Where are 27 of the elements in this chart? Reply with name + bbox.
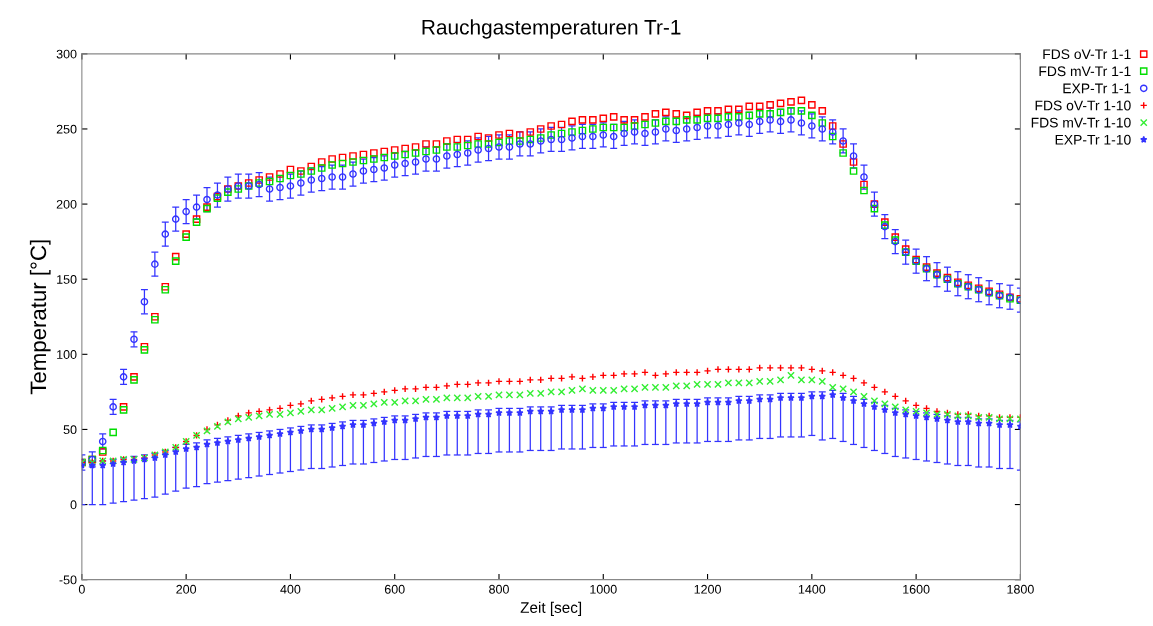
legend-label: FDS oV-Tr 1-10 (1035, 100, 1131, 111)
y-tick-label: 0 (70, 500, 77, 510)
y-tick-label: 100 (57, 350, 77, 359)
x-tick-label: 800 (489, 584, 509, 594)
x-tick-label: 1000 (590, 584, 617, 594)
x-tick-label: 600 (384, 584, 405, 594)
y-tick-label: 50 (63, 425, 77, 435)
legend-label: FDS mV-Tr 1-1 (1039, 66, 1131, 77)
legend-label: EXP-Tr 1-1 (1063, 83, 1131, 94)
y-axis-title: Temperatur [°C] (29, 240, 51, 395)
x-tick-label: 1200 (694, 584, 721, 594)
y-tick-label: 150 (57, 275, 77, 284)
legend-label: FDS oV-Tr 1-1 (1043, 49, 1131, 60)
y-tick-label: 300 (56, 49, 77, 59)
x-tick-label: 0 (78, 584, 85, 594)
chart-title: Rauchgastemperaturen Tr-1 (422, 19, 681, 39)
legend-label: FDS mV-Tr 1-10 (1031, 117, 1131, 128)
x-tick-label: 200 (176, 584, 197, 594)
y-tick-label: -50 (59, 575, 77, 585)
y-tick-label: 250 (56, 124, 77, 134)
x-axis-title: Zeit [sec] (520, 601, 582, 616)
y-tick-label: 200 (56, 199, 77, 209)
x-tick-label: 1800 (1007, 584, 1034, 594)
x-tick-label: 400 (280, 584, 301, 594)
legend-label: EXP-Tr 1-10 (1055, 134, 1131, 145)
x-tick-label: 1400 (798, 584, 826, 594)
x-tick-label: 1600 (903, 584, 930, 594)
